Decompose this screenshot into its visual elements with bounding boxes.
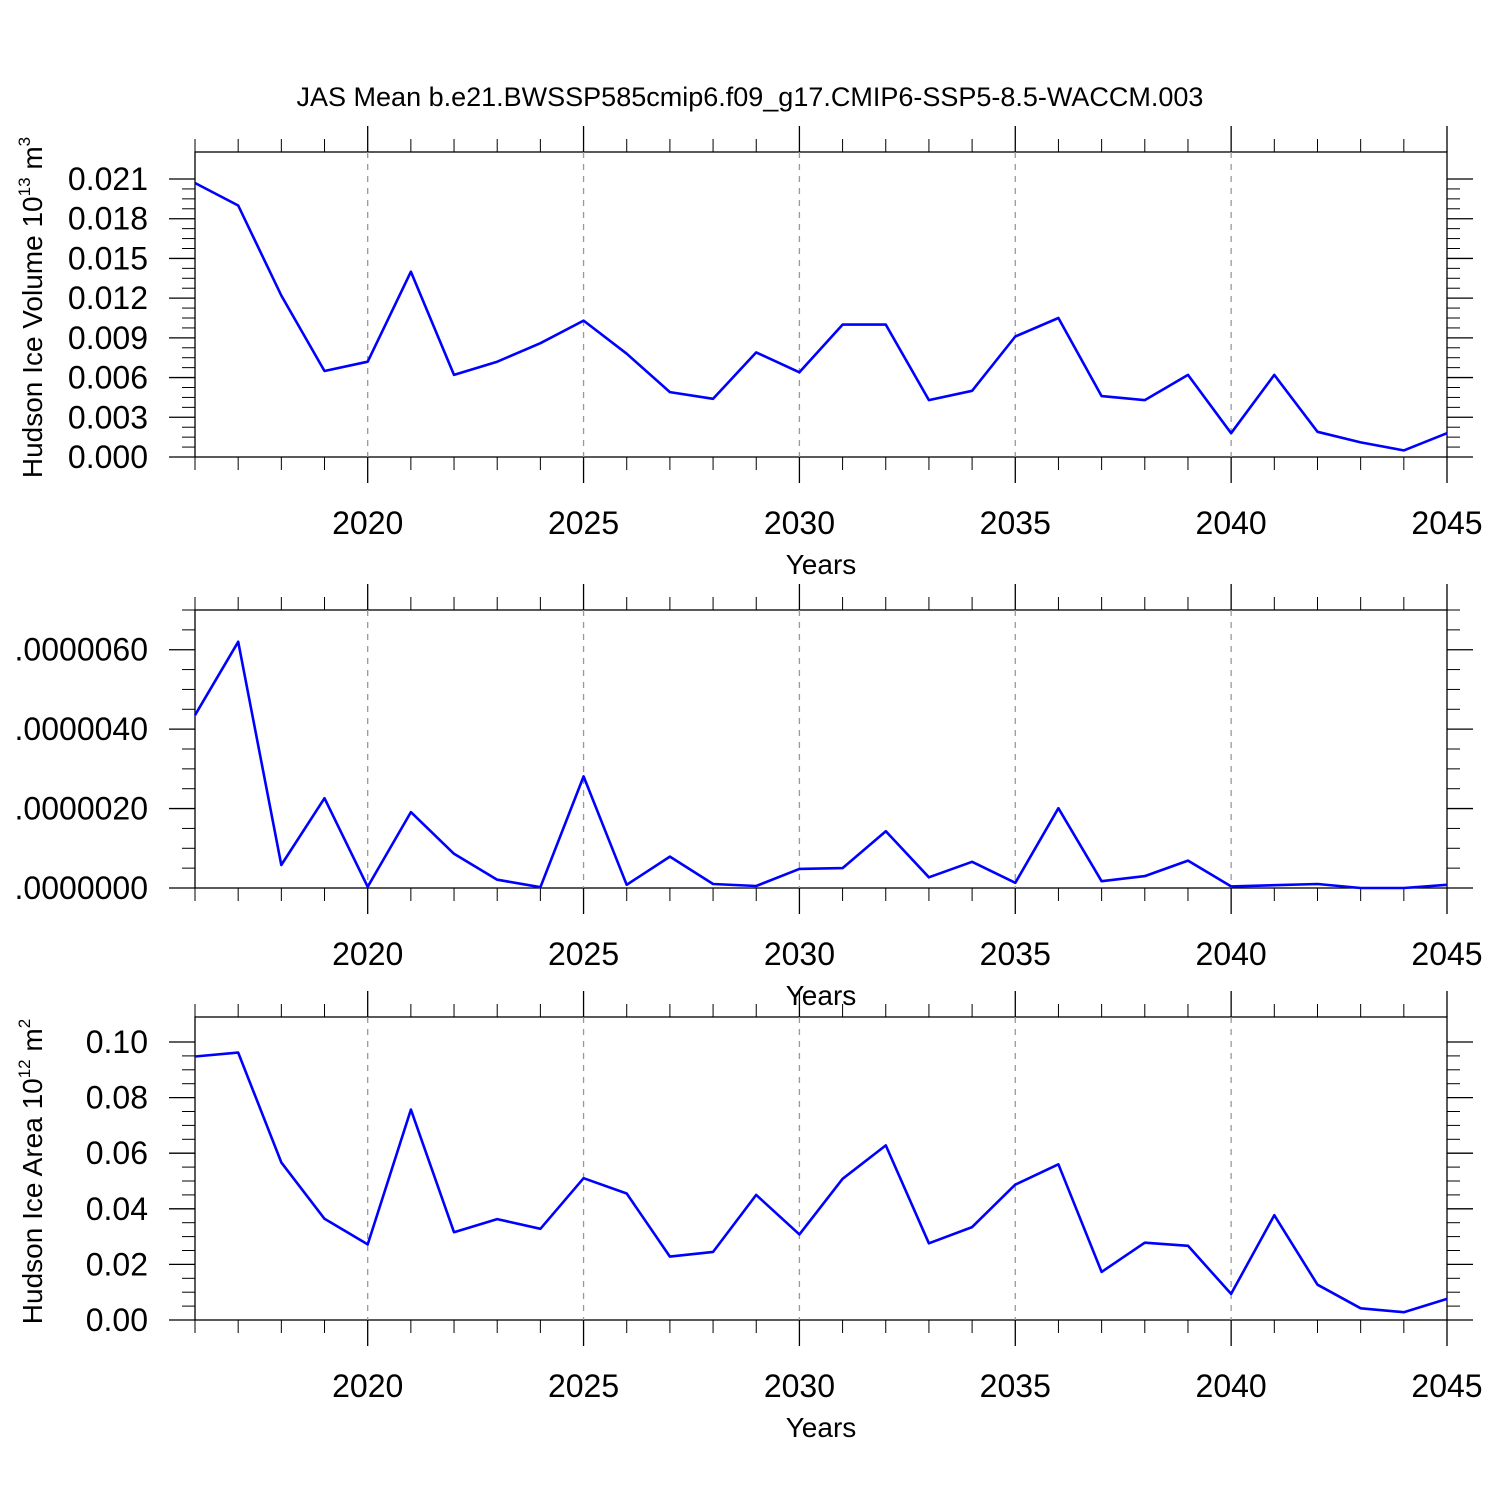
- x-tick-label: 2020: [332, 1368, 403, 1404]
- x-tick-label: 2030: [764, 936, 835, 972]
- y-tick-label: .0000060: [15, 632, 148, 668]
- y-tick-label: 0.012: [68, 280, 148, 316]
- series-line: [194, 1051, 1448, 1314]
- x-tick-label: 2035: [980, 936, 1051, 972]
- y-tick-label: 0.06: [86, 1135, 148, 1171]
- figure-title: JAS Mean b.e21.BWSSP585cmip6.f09_g17.CMI…: [297, 82, 1204, 112]
- panel-3: 2020 2025 2030 2035 2040 2045 Years 0.00 0.02 0.0…: [15, 991, 1483, 1443]
- y-tick-label: 0.006: [68, 360, 148, 396]
- x-tick-label: 2025: [548, 505, 619, 541]
- y-axis-label: Hudson Ice Area 1012 m2: [15, 1019, 48, 1324]
- x-tick-label: 2030: [764, 505, 835, 541]
- x-tick-label: 2040: [1196, 505, 1267, 541]
- x-tick-label: 2040: [1196, 1368, 1267, 1404]
- panel-2: 2020 2025 2030 2035 2040 2045 Years .0000000 .00…: [15, 584, 1483, 1011]
- y-tick-label: 0.02: [86, 1246, 148, 1282]
- x-tick-label: 2020: [332, 505, 403, 541]
- x-tick-label: 2035: [980, 1368, 1051, 1404]
- y-tick-label: .0000040: [15, 711, 148, 747]
- x-tick-label: 2025: [548, 936, 619, 972]
- plot-frame: [194, 151, 1448, 458]
- y-tick-label: 0.08: [86, 1080, 148, 1116]
- x-tick-label: 2045: [1411, 1368, 1482, 1404]
- x-tick-label: 2030: [764, 1368, 835, 1404]
- series-line: [194, 181, 1448, 452]
- y-axis-label: Hudson Ice Volume 1013 m3: [15, 137, 48, 478]
- y-tick-label: .0000000: [15, 870, 148, 906]
- x-tick-label: 2025: [548, 1368, 619, 1404]
- plot-frame: [194, 609, 1448, 889]
- plot-frame: [194, 1016, 1448, 1321]
- y-tick-label: 0.10: [86, 1024, 148, 1060]
- y-tick-label: 0.009: [68, 320, 148, 356]
- y-tick-label: 0.018: [68, 201, 148, 237]
- y-tick-label: 0.000: [68, 439, 148, 475]
- y-tick-label: 0.015: [68, 240, 148, 276]
- x-axis-label: Years: [786, 1412, 857, 1443]
- x-tick-label: 2045: [1411, 505, 1482, 541]
- x-tick-label: 2020: [332, 936, 403, 972]
- y-tick-label: 0.04: [86, 1191, 148, 1227]
- y-tick-label: .0000020: [15, 791, 148, 827]
- y-tick-label: 0.021: [68, 161, 148, 197]
- y-tick-label: 0.00: [86, 1302, 148, 1338]
- x-axis-label: Years: [786, 549, 857, 580]
- x-axis-label: Years: [786, 980, 857, 1011]
- x-tick-label: 2040: [1196, 936, 1267, 972]
- y-tick-label: 0.003: [68, 399, 148, 435]
- x-tick-label: 2045: [1411, 936, 1482, 972]
- x-tick-label: 2035: [980, 505, 1051, 541]
- series-line: [193, 640, 1448, 890]
- panel-1: 2020 2025 2030 2035 2040 2045Years0.0000.0030…: [15, 126, 1483, 580]
